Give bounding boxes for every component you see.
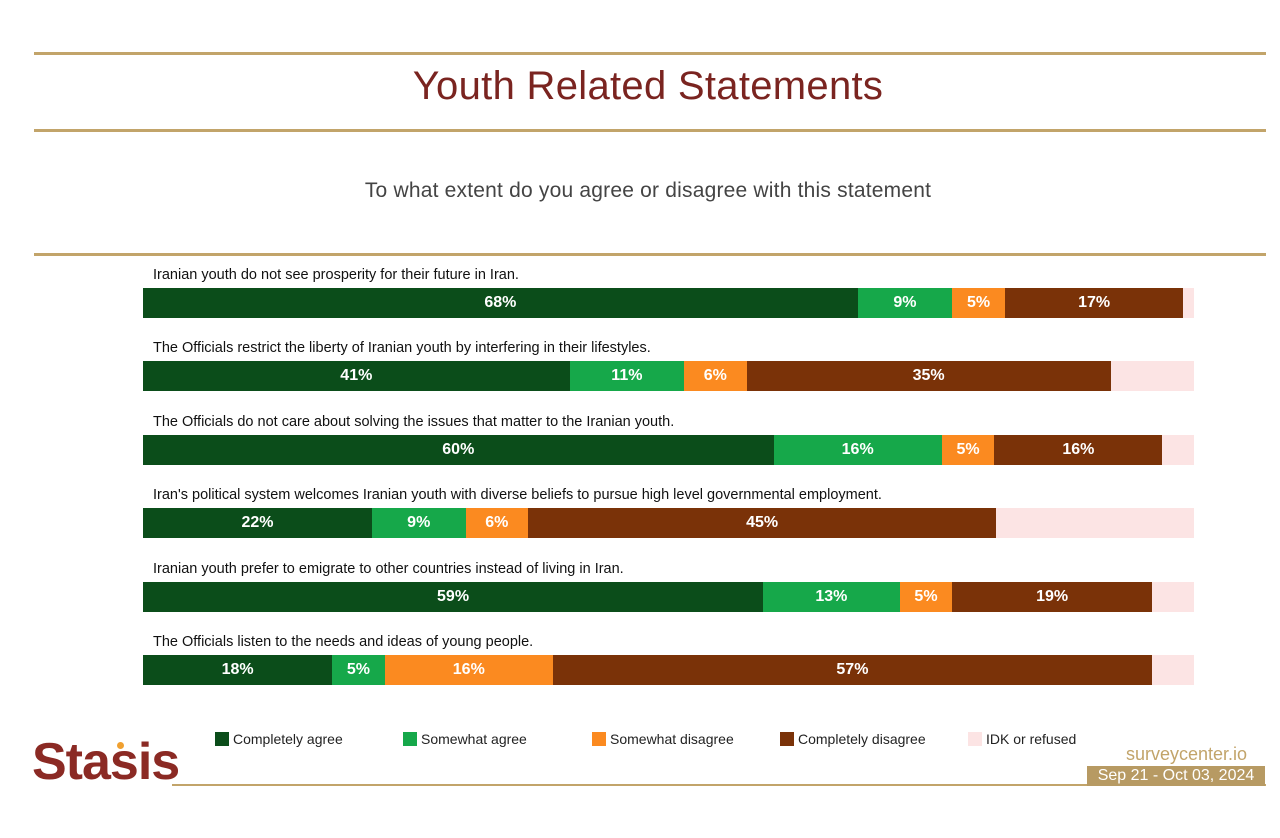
legend-item-somewhat-disagree: Somewhat disagree bbox=[592, 731, 734, 747]
bar-segment-completely-agree: 68% bbox=[143, 288, 858, 318]
bar-segment-completely-disagree: 16% bbox=[994, 434, 1163, 465]
stasis-logo: Stasis bbox=[32, 733, 180, 791]
legend-label: IDK or refused bbox=[986, 731, 1077, 747]
bar-segment-idk-or-refused bbox=[1151, 581, 1194, 612]
bar-segment-completely-disagree: 57% bbox=[552, 655, 1152, 685]
bar-segment-completely-agree: 22% bbox=[143, 508, 372, 539]
bar-segment-completely-agree: 60% bbox=[143, 434, 774, 465]
statement-label: Iran's political system welcomes Iranian… bbox=[153, 487, 882, 504]
legend-swatch bbox=[215, 732, 229, 746]
statement-label: The Officials restrict the liberty of Ir… bbox=[153, 340, 651, 357]
bar-segment-somewhat-agree: 11% bbox=[569, 361, 685, 392]
stacked-bar-row: 41% 11% 6% 35% bbox=[143, 361, 1194, 392]
legend-item-completely-disagree: Completely disagree bbox=[780, 731, 926, 747]
logo-dot bbox=[117, 742, 124, 749]
bar-segment-somewhat-disagree: 5% bbox=[952, 288, 1005, 318]
bar-segment-somewhat-disagree: 5% bbox=[941, 434, 995, 465]
survey-dates: Sep 21 - Oct 03, 2024 bbox=[1087, 766, 1265, 786]
bar-segment-somewhat-disagree: 5% bbox=[899, 581, 953, 612]
bar-segment-somewhat-agree: 9% bbox=[857, 288, 953, 318]
legend-label: Somewhat agree bbox=[421, 731, 527, 747]
legend-swatch bbox=[968, 732, 982, 746]
bar-segment-completely-agree: 41% bbox=[143, 361, 570, 392]
bar-segment-completely-disagree: 19% bbox=[952, 581, 1152, 612]
bar-segment-completely-agree: 18% bbox=[143, 655, 333, 685]
legend-label: Completely disagree bbox=[798, 731, 926, 747]
bar-segment-completely-disagree: 17% bbox=[1004, 288, 1184, 318]
bar-segment-idk-or-refused bbox=[1183, 288, 1194, 318]
stacked-bar-row: 18% 5% 16% 57% bbox=[143, 655, 1194, 685]
statement-label: The Officials listen to the needs and id… bbox=[153, 634, 534, 650]
bar-segment-somewhat-disagree: 16% bbox=[384, 655, 553, 685]
bar-segment-somewhat-disagree: 6% bbox=[465, 508, 528, 539]
legend-label: Completely agree bbox=[233, 731, 343, 747]
site-url[interactable]: surveycenter.io bbox=[1126, 744, 1248, 764]
bar-segment-somewhat-agree: 9% bbox=[371, 508, 466, 539]
title-underline-rule bbox=[34, 129, 1266, 132]
footer-rule bbox=[172, 784, 1266, 786]
bar-segment-idk-or-refused bbox=[1162, 434, 1194, 465]
bar-segment-idk-or-refused bbox=[996, 508, 1194, 539]
subtitle-underline-rule bbox=[34, 253, 1266, 256]
top-rule bbox=[34, 52, 1266, 55]
legend-label: Somewhat disagree bbox=[610, 731, 734, 747]
page-title: Youth Related Statements bbox=[412, 64, 884, 108]
legend-swatch bbox=[592, 732, 606, 746]
bar-segment-completely-disagree: 45% bbox=[528, 508, 997, 539]
bar-segment-idk-or-refused bbox=[1110, 361, 1194, 392]
stacked-bar-row: 22% 9% 6% 45% bbox=[143, 508, 1194, 539]
stacked-bar-row: 68% 9% 5% 17% bbox=[143, 288, 1194, 318]
bar-segment-somewhat-disagree: 6% bbox=[684, 361, 747, 392]
stacked-bar-row: 60% 16% 5% 16% bbox=[143, 434, 1194, 465]
statement-label: The Officials do not care about solving … bbox=[153, 413, 675, 430]
bar-segment-somewhat-agree: 16% bbox=[773, 434, 942, 465]
legend-item-completely-agree: Completely agree bbox=[215, 731, 343, 747]
bar-segment-completely-agree: 59% bbox=[143, 581, 764, 612]
bar-segment-somewhat-agree: 13% bbox=[763, 581, 900, 612]
legend-swatch bbox=[403, 732, 417, 746]
legend-item-idk-or-refused: IDK or refused bbox=[968, 731, 1076, 747]
bar-segment-somewhat-agree: 5% bbox=[332, 655, 385, 685]
legend-swatch bbox=[780, 732, 794, 746]
stacked-bar-row: 59% 13% 5% 19% bbox=[143, 581, 1194, 612]
bar-segment-completely-disagree: 35% bbox=[746, 361, 1111, 392]
bar-segment-idk-or-refused bbox=[1151, 655, 1194, 685]
legend-item-somewhat-agree: Somewhat agree bbox=[403, 731, 527, 747]
chart-subtitle: To what extent do you agree or disagree … bbox=[364, 179, 932, 202]
statement-label: Iranian youth do not see prosperity for … bbox=[153, 267, 519, 283]
statement-label: Iranian youth prefer to emigrate to othe… bbox=[153, 560, 624, 577]
